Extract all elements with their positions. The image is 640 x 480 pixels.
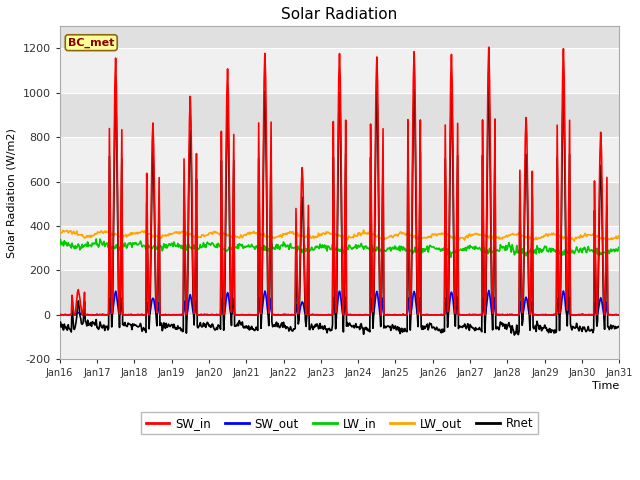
Bar xyxy=(60,226,620,270)
Text: BC_met: BC_met xyxy=(68,37,115,48)
Bar xyxy=(60,93,620,137)
Bar xyxy=(60,315,620,360)
Bar xyxy=(60,270,620,315)
Y-axis label: Solar Radiation (W/m2): Solar Radiation (W/m2) xyxy=(7,128,17,258)
Title: Solar Radiation: Solar Radiation xyxy=(282,7,397,22)
Bar xyxy=(60,137,620,181)
Bar xyxy=(60,26,620,48)
Legend: SW_in, SW_out, LW_in, LW_out, Rnet: SW_in, SW_out, LW_in, LW_out, Rnet xyxy=(141,412,538,434)
Bar xyxy=(60,48,620,93)
X-axis label: Time: Time xyxy=(592,381,620,391)
Bar xyxy=(60,181,620,226)
